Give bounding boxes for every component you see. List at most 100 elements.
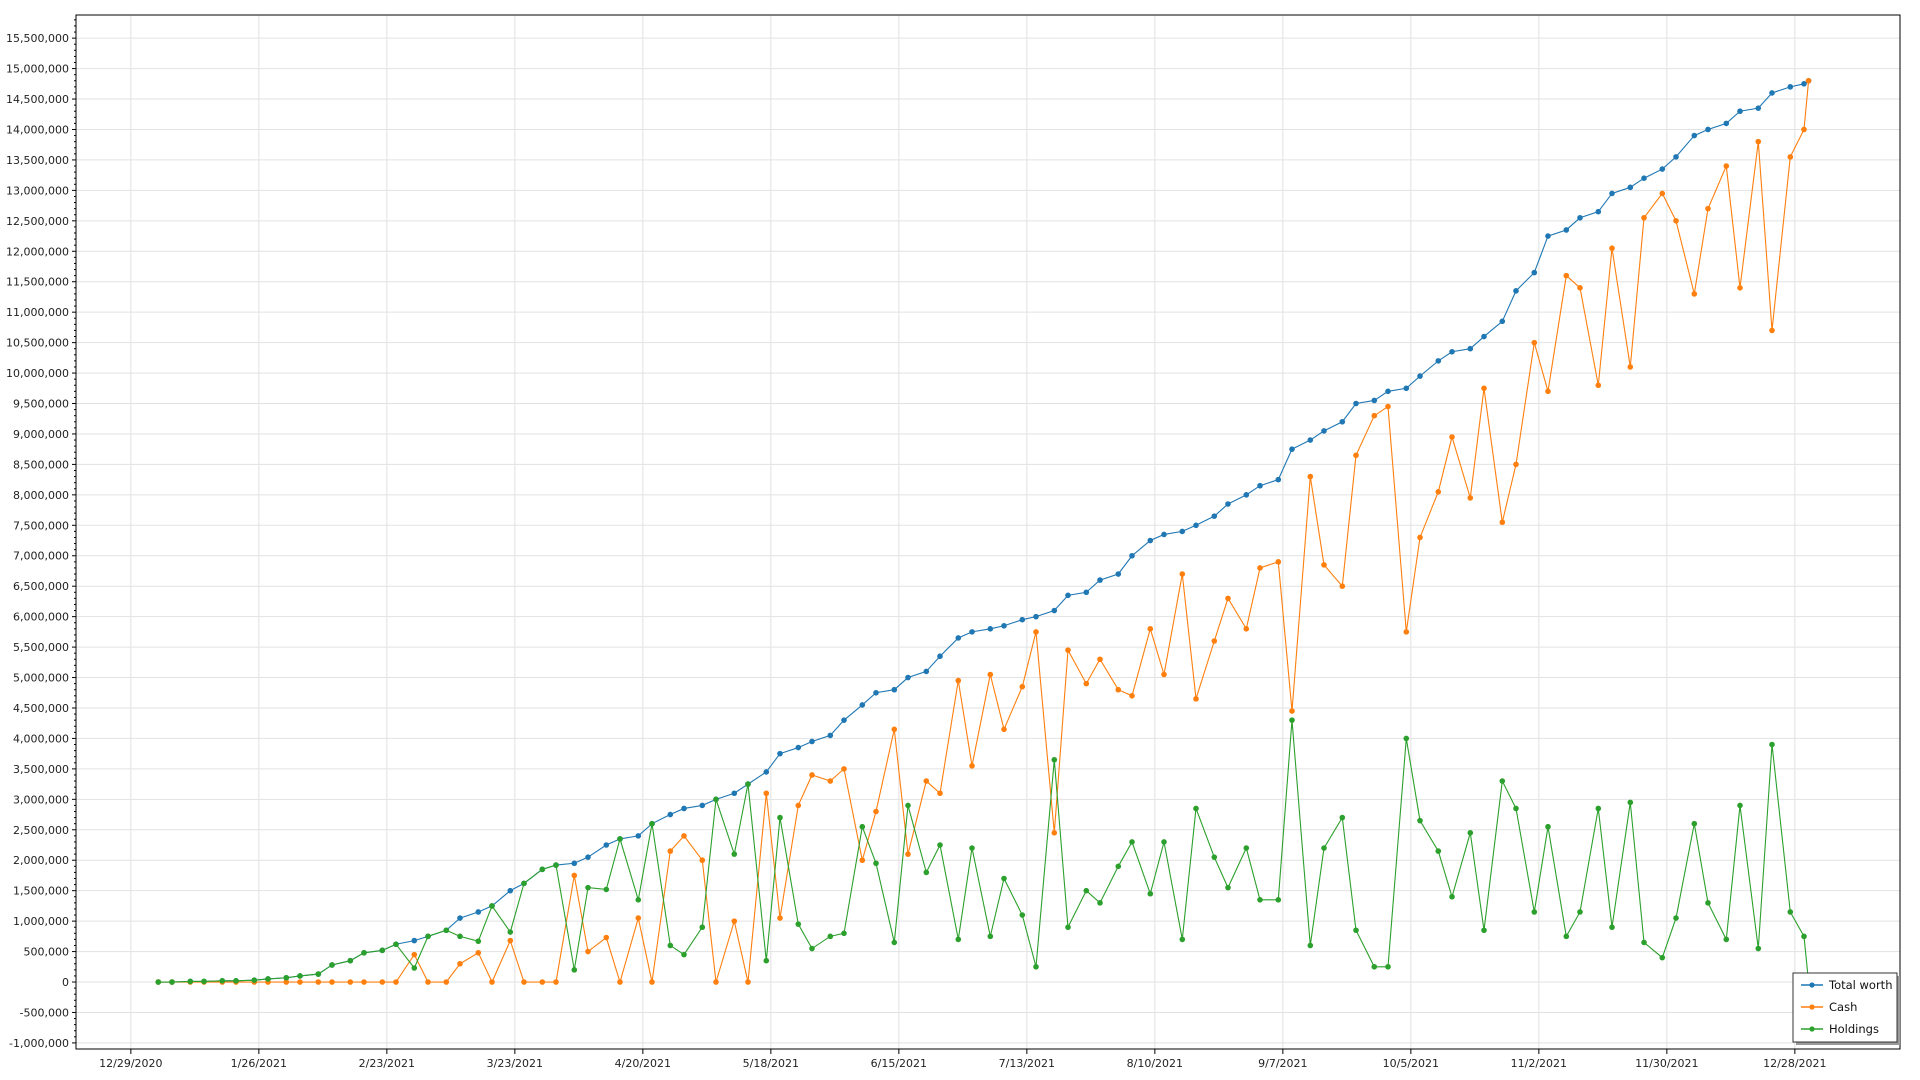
data-point-holdings xyxy=(667,942,674,949)
data-point-total-worth xyxy=(1467,345,1474,352)
data-point-cash xyxy=(969,763,975,769)
data-point-cash xyxy=(315,979,322,985)
data-point-cash xyxy=(1769,327,1775,334)
data-point-total-worth xyxy=(1769,90,1775,96)
data-point-cash xyxy=(1147,626,1154,632)
data-point-total-worth xyxy=(987,626,994,632)
data-point-holdings xyxy=(443,927,450,934)
data-point-total-worth xyxy=(507,887,514,894)
data-point-cash xyxy=(1545,388,1551,395)
data-point-holdings xyxy=(731,851,738,857)
data-point-total-worth xyxy=(1001,622,1007,629)
data-point-total-worth xyxy=(603,842,610,848)
data-point-cash xyxy=(987,671,994,678)
data-point-holdings xyxy=(411,965,418,971)
data-point-cash xyxy=(635,915,642,921)
data-point-holdings xyxy=(809,945,815,952)
data-point-cash xyxy=(1193,696,1199,702)
data-point-cash xyxy=(1627,364,1634,370)
data-point-cash xyxy=(731,918,738,924)
data-point-holdings xyxy=(1065,924,1071,931)
data-point-holdings xyxy=(699,924,706,931)
data-point-cash xyxy=(873,808,879,815)
x-tick-label: 11/30/2021 xyxy=(1635,1057,1698,1070)
data-point-total-worth xyxy=(1243,492,1250,498)
data-point-holdings xyxy=(1531,909,1538,915)
data-point-cash xyxy=(1001,726,1007,733)
data-point-total-worth xyxy=(1161,531,1167,538)
data-point-total-worth xyxy=(457,915,463,921)
data-point-holdings xyxy=(969,845,975,851)
data-point-cash xyxy=(1179,571,1186,577)
y-tick-label: 15,500,000 xyxy=(6,32,69,45)
series-cash xyxy=(155,77,1812,985)
data-point-total-worth xyxy=(681,805,687,812)
data-point-holdings xyxy=(1545,823,1551,830)
data-point-cash xyxy=(297,979,303,985)
data-point-total-worth xyxy=(635,833,642,839)
data-point-cash xyxy=(891,726,898,733)
data-point-cash xyxy=(1595,382,1602,389)
data-point-holdings xyxy=(763,957,770,964)
data-point-cash xyxy=(777,915,783,921)
data-point-total-worth xyxy=(699,802,706,809)
data-point-holdings xyxy=(475,938,482,945)
data-point-holdings xyxy=(1083,887,1090,894)
data-point-cash xyxy=(1513,461,1519,468)
y-tick-label: 3,000,000 xyxy=(13,793,69,806)
data-point-cash xyxy=(1787,154,1794,160)
y-tick-label: 0 xyxy=(62,976,69,989)
data-point-total-worth xyxy=(1307,437,1314,443)
legend-item-cash: Cash xyxy=(1801,1000,1857,1014)
data-point-total-worth xyxy=(1641,175,1647,181)
data-point-cash xyxy=(617,979,623,985)
data-point-holdings xyxy=(1481,927,1487,934)
data-point-total-worth xyxy=(1531,269,1538,276)
x-tick-label: 6/15/2021 xyxy=(871,1057,927,1070)
data-point-total-worth xyxy=(1211,513,1218,519)
data-point-total-worth xyxy=(1051,607,1058,614)
data-point-cash xyxy=(379,979,386,985)
data-point-cash xyxy=(347,979,354,985)
data-point-holdings xyxy=(1705,900,1711,906)
data-point-holdings xyxy=(1289,717,1295,723)
data-point-holdings xyxy=(955,936,962,943)
data-point-holdings xyxy=(795,921,802,927)
data-point-total-worth xyxy=(905,674,911,681)
y-tick-label: 14,000,000 xyxy=(6,123,69,136)
data-point-holdings xyxy=(777,814,783,821)
data-point-holdings xyxy=(1243,845,1250,851)
data-point-total-worth xyxy=(1435,358,1442,364)
x-tick-label: 12/28/2021 xyxy=(1763,1057,1826,1070)
y-tick-label: -1,000,000 xyxy=(9,1037,69,1050)
data-point-total-worth xyxy=(1609,190,1615,197)
y-tick-label: 11,500,000 xyxy=(6,276,69,289)
data-point-total-worth xyxy=(1627,184,1634,191)
data-point-holdings xyxy=(1321,845,1327,851)
data-point-cash xyxy=(1737,285,1743,291)
data-point-cash xyxy=(1161,671,1167,678)
data-point-total-worth xyxy=(1147,537,1154,544)
data-point-cash xyxy=(859,857,866,864)
legend-label: Cash xyxy=(1829,1000,1857,1014)
data-point-holdings xyxy=(987,933,994,940)
y-tick-label: 15,000,000 xyxy=(6,63,69,76)
data-point-cash xyxy=(425,979,431,985)
data-point-total-worth xyxy=(795,744,802,751)
data-point-total-worth xyxy=(873,689,879,696)
data-point-holdings xyxy=(585,884,591,891)
x-tick-label: 11/2/2021 xyxy=(1511,1057,1567,1070)
data-point-total-worth xyxy=(1097,577,1103,583)
data-point-cash xyxy=(1129,693,1135,699)
data-point-total-worth xyxy=(763,769,770,775)
data-point-holdings xyxy=(521,880,527,887)
data-point-total-worth xyxy=(731,790,738,797)
data-point-total-worth xyxy=(1385,388,1391,395)
data-point-holdings xyxy=(937,842,943,848)
data-point-holdings xyxy=(1129,839,1135,845)
data-point-holdings xyxy=(649,820,655,827)
data-point-cash xyxy=(1481,385,1487,392)
x-tick-label: 12/29/2020 xyxy=(99,1057,162,1070)
data-point-holdings xyxy=(507,929,514,935)
